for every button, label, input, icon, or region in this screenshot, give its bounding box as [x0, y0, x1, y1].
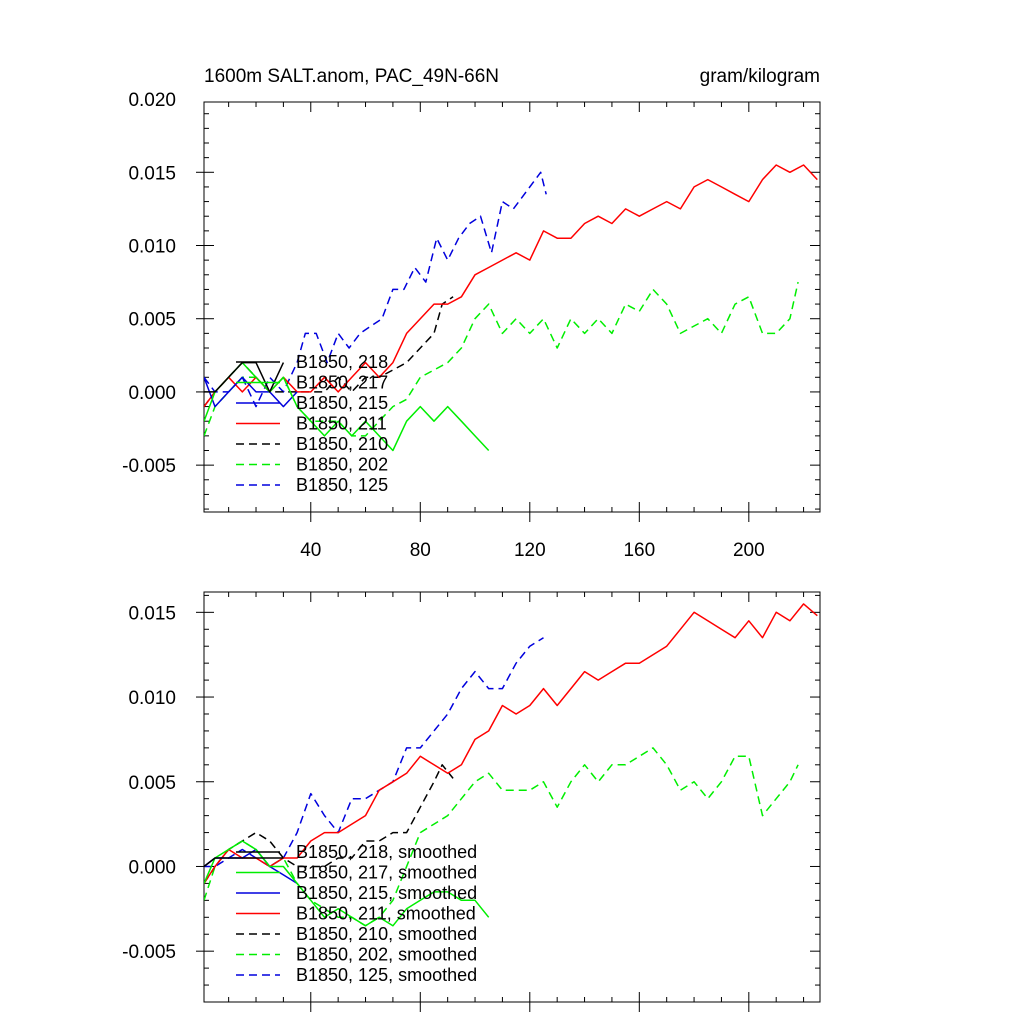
x-tick-label: 80	[410, 540, 431, 561]
legend-label: B1850, 215	[296, 393, 388, 413]
legend-label: B1850, 218, smoothed	[296, 842, 477, 862]
legend-label: B1850, 210	[296, 434, 388, 454]
x-tick-label: 160	[623, 540, 655, 561]
y-tick-label: 0.000	[128, 383, 176, 404]
x-tick-label: 200	[733, 540, 765, 561]
series-line	[204, 603, 818, 884]
legend-label: B1850, 211	[296, 414, 387, 434]
y-tick-label: 0.020	[128, 90, 176, 111]
legend-label: B1850, 217, smoothed	[296, 863, 477, 883]
legend-label: B1850, 210, smoothed	[296, 924, 477, 944]
plot-frame	[203, 101, 821, 513]
x-tick-label: 40	[300, 540, 321, 561]
y-tick-label: 0.015	[128, 603, 176, 624]
y-tick-label: 0.010	[128, 688, 176, 709]
units-label: gram/kilogram	[700, 66, 820, 87]
series-line	[204, 376, 298, 408]
plot-frame	[203, 591, 821, 1003]
series-line	[204, 164, 818, 408]
legend-label: B1850, 218	[296, 352, 388, 372]
y-tick-label: -0.005	[122, 456, 176, 477]
series-line	[204, 764, 454, 884]
y-tick-label: 0.005	[128, 310, 176, 331]
legend-label: B1850, 211, smoothed	[296, 904, 476, 924]
legend-label: B1850, 125	[296, 475, 388, 495]
chart-title: 1600m SALT.anom, PAC_49N-66N	[204, 66, 499, 87]
y-tick-label: -0.005	[122, 942, 176, 963]
top-panel: 40 80 120 160 200 -0.005 0.000 0.005 0.010 0.015 0…	[122, 90, 821, 561]
series-line	[204, 747, 799, 927]
series-line	[204, 857, 284, 868]
legend-label: B1850, 202	[296, 455, 388, 475]
series-group	[204, 164, 818, 452]
series-line	[204, 281, 799, 437]
legend-label: B1850, 202, smoothed	[296, 945, 477, 965]
legend-label: B1850, 217	[296, 373, 388, 393]
series-line	[204, 361, 490, 452]
bottom-panel: -0.005 0.000 0.005 0.010 0.015 B1850, 218, sm…	[122, 591, 821, 1012]
series-line	[204, 171, 547, 408]
series-line	[204, 840, 490, 927]
series-group	[204, 603, 818, 927]
x-tick-label: 120	[514, 540, 546, 561]
y-tick-label: 0.000	[128, 857, 176, 878]
legend-label: B1850, 125, smoothed	[296, 965, 477, 985]
y-tick-label: 0.005	[128, 773, 176, 794]
y-tick-label: 0.015	[128, 163, 176, 184]
series-line	[204, 637, 544, 868]
y-tick-label: 0.010	[128, 237, 176, 258]
legend-label: B1850, 215, smoothed	[296, 883, 477, 903]
